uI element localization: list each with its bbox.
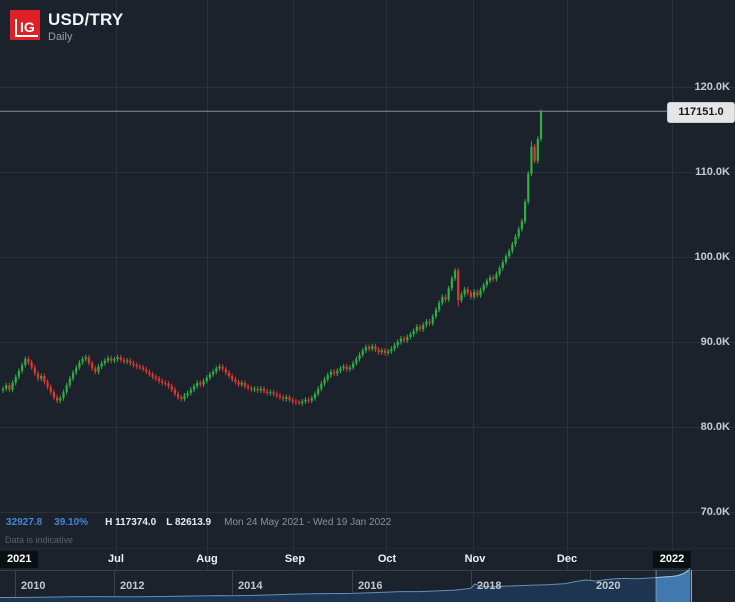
y-axis-tick: 80.0K [700, 421, 730, 433]
navigator-year: 2010 [21, 580, 46, 592]
y-axis-tick: 70.0K [700, 506, 730, 518]
instrument-symbol: USD/TRY [48, 10, 124, 29]
status-low: L 82613.9 [166, 517, 212, 528]
status-high: H 117374.0 [105, 517, 157, 528]
navigator-year: 2018 [477, 580, 502, 592]
data-indicative-note: Data is indicative [5, 535, 74, 545]
time-axis-year-right: 2022 [652, 551, 692, 568]
chart-timeframe: Daily [48, 31, 73, 43]
y-axis-tick: 100.0K [694, 251, 730, 263]
navigator-year: 2012 [120, 580, 145, 592]
y-axis-tick: 120.0K [694, 81, 730, 93]
instrument-titles: USD/TRY Daily [48, 10, 123, 43]
current-price-badge: 117151.0 [667, 102, 735, 123]
time-axis-month: Jul [108, 553, 124, 565]
ig-logo-text: IG [15, 19, 38, 37]
time-axis-month: Oct [377, 553, 397, 565]
status-bar: 32927.8 39.10% H 117374.0 L 82613.9 Mon … [6, 517, 391, 528]
status-change-pct: 39.10% [54, 517, 89, 528]
time-axis-month: Nov [464, 553, 486, 565]
y-axis-tick: 90.0K [700, 336, 730, 348]
time-axis-month: Aug [196, 553, 218, 565]
time-axis-month: Dec [556, 553, 578, 565]
y-axis-tick: 110.0K [695, 166, 730, 178]
chart-header: IG USD/TRY Daily [10, 10, 123, 43]
navigator-selection-window[interactable] [656, 570, 691, 602]
time-axis-year-left: 2021 [0, 551, 39, 568]
ig-logo-icon: IG [10, 10, 40, 40]
navigator-year: 2014 [238, 580, 263, 592]
navigator-year: 2016 [358, 580, 383, 592]
status-date-range: Mon 24 May 2021 - Wed 19 Jan 2022 [224, 517, 392, 528]
time-axis-month: Sep [284, 553, 306, 565]
status-value: 32927.8 [6, 517, 43, 528]
navigator-year: 2020 [596, 580, 621, 592]
